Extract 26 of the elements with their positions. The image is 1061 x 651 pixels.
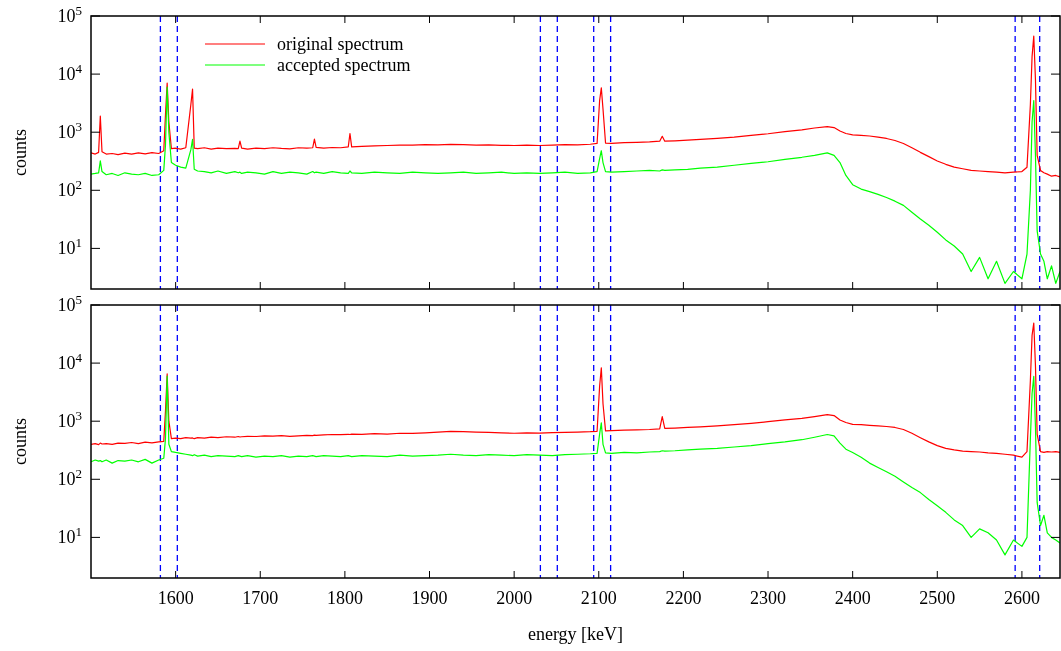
y-tick-label: 10$^{5}$ (57, 291, 82, 315)
x-tick-label: 1700 (242, 588, 279, 608)
x-tick-label: 2000 (496, 588, 533, 608)
y-tick-label: 10$^{5}$ (57, 2, 82, 26)
x-axis-title: energy [keV] (527, 624, 624, 644)
y-axis-title: counts (10, 129, 30, 176)
y-tick-label: 10$^{2}$ (57, 465, 82, 490)
legend-label: accepted spectrum (277, 55, 411, 75)
x-tick-label: 2600 (1003, 588, 1040, 608)
legend-label: original spectrum (277, 34, 404, 54)
y-tick-label: 10$^{3}$ (57, 118, 82, 143)
y-tick-label: 10$^{1}$ (57, 234, 82, 259)
y-tick-label: 10$^{4}$ (57, 60, 83, 85)
y-tick-label: 10$^{3}$ (57, 407, 82, 432)
y-tick-label: 10$^{1}$ (57, 523, 82, 548)
x-tick-label: 1900 (411, 588, 448, 608)
x-tick-label: 1800 (326, 588, 363, 608)
x-tick-label: 1600 (157, 588, 194, 608)
y-tick-label: 10$^{2}$ (57, 176, 82, 201)
x-tick-label: 2200 (665, 588, 702, 608)
x-tick-label: 2300 (750, 588, 787, 608)
y-axis-title: counts (10, 418, 30, 465)
x-tick-label: 2500 (919, 588, 956, 608)
x-tick-label: 2100 (580, 588, 617, 608)
y-tick-label: 10$^{4}$ (57, 349, 83, 374)
x-tick-label: 2400 (834, 588, 871, 608)
